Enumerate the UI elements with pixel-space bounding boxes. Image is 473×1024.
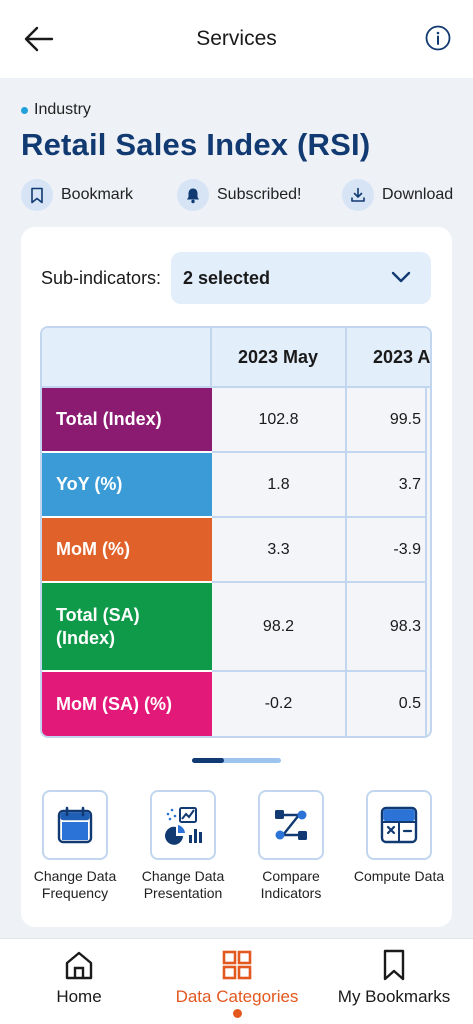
download-icon xyxy=(342,179,374,211)
bookmark-icon xyxy=(315,947,473,983)
bottom-navigation: Home Data Categories My Bookmarks xyxy=(0,938,473,1024)
compare-indicators-tool[interactable]: Compare Indicators xyxy=(237,790,345,902)
download-label: Download xyxy=(382,186,454,203)
bookmark-button[interactable]: Bookmark xyxy=(21,177,133,213)
row-header-yoy: YoY (%) xyxy=(42,453,212,518)
tool-label: Compare Indicators xyxy=(260,868,322,901)
compare-nodes-icon xyxy=(258,790,324,860)
compute-data-tool[interactable]: Compute Data xyxy=(345,790,452,885)
row-header-mom-sa: MoM (SA) (%) xyxy=(42,672,212,736)
back-arrow-icon[interactable] xyxy=(22,24,56,54)
table-cell: 102.8 xyxy=(212,388,347,453)
grid-icon xyxy=(158,947,316,983)
top-app-bar: Services xyxy=(0,0,473,78)
table-cell: 98.3 xyxy=(347,583,427,672)
subscribe-button[interactable]: Subscribed! xyxy=(177,177,302,213)
table-cell: 99.5 xyxy=(347,388,427,453)
indicator-card: Sub-indicators: 2 selected 2023 May 2023… xyxy=(21,227,452,927)
bookmark-label: Bookmark xyxy=(61,186,134,203)
table-cell: -0.2 xyxy=(212,672,347,736)
calculator-icon xyxy=(366,790,432,860)
table-cell: 3.7 xyxy=(347,453,427,518)
scroll-thumb[interactable] xyxy=(192,758,224,763)
category-tag: Industry xyxy=(21,101,91,119)
tool-label: Change Data Presentation xyxy=(141,868,225,901)
column-header: 2023 A xyxy=(347,328,430,388)
active-indicator-dot xyxy=(232,1009,242,1018)
info-icon[interactable] xyxy=(425,25,451,51)
nav-data-categories-label: Data Categories xyxy=(175,987,299,1006)
table-cell: 1.8 xyxy=(212,453,347,518)
table-cell: -3.9 xyxy=(347,518,427,583)
page-title: Services xyxy=(196,27,277,50)
tool-label: Change Data Frequency xyxy=(33,868,117,901)
sub-indicators-label: Sub-indicators: xyxy=(41,268,162,288)
sub-indicators-value: 2 selected xyxy=(183,268,271,288)
table-cell: 0.5 xyxy=(347,672,427,736)
download-button[interactable]: Download xyxy=(342,177,453,213)
nav-home-label: Home xyxy=(56,987,102,1006)
bell-icon xyxy=(177,179,209,211)
table-scroll-indicator[interactable] xyxy=(192,758,281,763)
row-header-total-sa: Total (SA) (Index) xyxy=(42,583,212,672)
calendar-icon xyxy=(42,790,108,860)
bookmark-icon xyxy=(21,179,53,211)
table-cell: 3.3 xyxy=(212,518,347,583)
sub-indicators-dropdown[interactable]: 2 selected xyxy=(171,252,431,304)
category-dot xyxy=(21,106,28,114)
tool-label: Compute Data xyxy=(353,868,445,884)
category-label: Industry xyxy=(34,101,91,118)
column-header: 2023 May xyxy=(212,328,347,388)
table-cell: 98.2 xyxy=(212,583,347,672)
row-header-mom: MoM (%) xyxy=(42,518,212,583)
indicator-title: Retail Sales Index (RSI) xyxy=(21,127,371,162)
subscribe-label: Subscribed! xyxy=(217,186,302,203)
change-presentation-tool[interactable]: Change Data Presentation xyxy=(129,790,237,902)
nav-my-bookmarks[interactable]: My Bookmarks xyxy=(315,947,473,1007)
nav-my-bookmarks-label: My Bookmarks xyxy=(337,987,451,1006)
chevron-down-icon xyxy=(391,270,411,289)
nav-home[interactable]: Home xyxy=(0,947,158,1007)
row-header-total-index: Total (Index) xyxy=(42,388,212,453)
data-table[interactable]: 2023 May 2023 A Total (Index) 102.8 99.5… xyxy=(40,326,432,738)
table-corner-cell xyxy=(42,328,212,388)
chart-presentation-icon xyxy=(150,790,216,860)
nav-data-categories[interactable]: Data Categories xyxy=(158,947,316,1018)
home-icon xyxy=(0,947,158,983)
change-frequency-tool[interactable]: Change Data Frequency xyxy=(21,790,129,902)
